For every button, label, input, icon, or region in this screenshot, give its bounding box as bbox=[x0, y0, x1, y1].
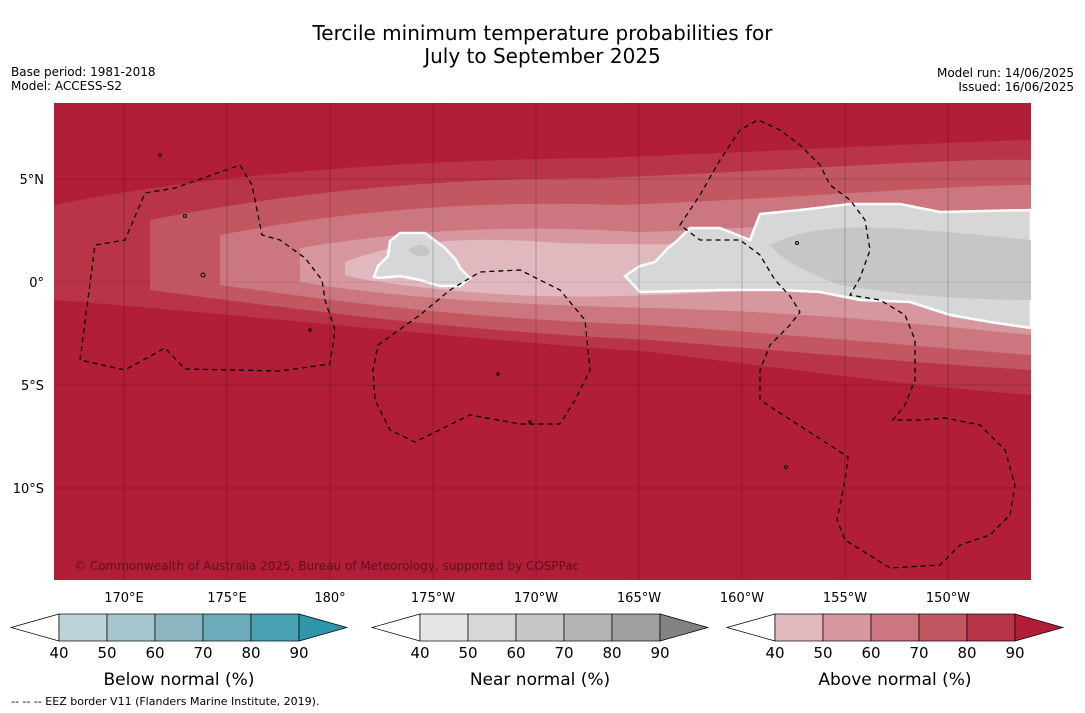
lon-tick: 170°W bbox=[514, 591, 558, 606]
colorbar-segment bbox=[250, 613, 300, 642]
graticule bbox=[54, 103, 1031, 580]
lon-axis: 170°E 175°E 180° 175°W 170°W 165°W 160°W… bbox=[104, 591, 970, 606]
eez-borders bbox=[79, 119, 1016, 569]
lon-tick: 155°W bbox=[823, 591, 867, 606]
colorbar-tick-label: 70 bbox=[909, 644, 928, 662]
colorbar-segment bbox=[515, 613, 565, 642]
lon-tick: 175°W bbox=[411, 591, 455, 606]
colorbar-tick-label: 70 bbox=[193, 644, 212, 662]
colorbar-tick-label: 90 bbox=[289, 644, 308, 662]
eez-cook-islands bbox=[679, 119, 1016, 569]
colorbar-segment bbox=[611, 613, 661, 642]
colorbar-segment bbox=[419, 613, 469, 642]
lon-tick: 160°W bbox=[720, 591, 764, 606]
near-normal-60 bbox=[770, 227, 1031, 300]
colorbar-tick-label: 60 bbox=[506, 644, 525, 662]
colorbar-extend-low bbox=[370, 613, 421, 642]
colorbar-segment bbox=[58, 613, 108, 642]
lon-tick: 165°W bbox=[617, 591, 661, 606]
colorbar-tick-label: 50 bbox=[813, 644, 832, 662]
colorbar-extend-low bbox=[725, 613, 776, 642]
near-normal-west bbox=[372, 231, 472, 288]
colorbar-segment bbox=[467, 613, 517, 642]
colorbar-extend-low bbox=[9, 613, 60, 642]
copyright-notice: © Commonwealth of Australia 2025, Bureau… bbox=[74, 559, 579, 573]
lon-tick: 170°E bbox=[104, 591, 144, 606]
colorbar-2: 40 50 60 70 80 90 Near normal (%) bbox=[370, 613, 710, 690]
base-period: Base period: 1981-2018 bbox=[11, 65, 156, 79]
colorbar-1: 40 50 60 70 80 90 Below normal (%) bbox=[9, 613, 349, 690]
colorbar-tick-label: 80 bbox=[241, 644, 260, 662]
colorbar-segment bbox=[202, 613, 252, 642]
colorbar-segment bbox=[154, 613, 204, 642]
model-name: Model: ACCESS-S2 bbox=[11, 79, 123, 93]
colorbar-segment bbox=[106, 613, 156, 642]
map-title: Tercile minimum temperature probabilitie… bbox=[0, 22, 1085, 68]
colorbar-legends: 40 50 60 70 80 90 Below normal (%) 40 50 60 70 80 90… bbox=[9, 613, 1065, 690]
meta-right: Model run: 14/06/2025 Issued: 16/06/2025 bbox=[937, 66, 1074, 94]
lat-tick-10s: 10°S bbox=[13, 482, 44, 497]
colorbar-tick-label: 40 bbox=[410, 644, 429, 662]
colorbar-tick-label: 60 bbox=[145, 644, 164, 662]
colorbar-segment bbox=[774, 613, 824, 642]
meta-left: Base period: 1981-2018 Model: ACCESS-S2 bbox=[11, 65, 156, 93]
islands bbox=[158, 153, 799, 469]
colorbar-tick-label: 50 bbox=[97, 644, 116, 662]
eez-tokelau bbox=[372, 269, 591, 443]
colorbar-segment bbox=[563, 613, 613, 642]
colorbar-segment bbox=[870, 613, 920, 642]
colorbar-tick-label: 80 bbox=[602, 644, 621, 662]
model-run: Model run: 14/06/2025 bbox=[936, 66, 1074, 80]
lon-tick: 180° bbox=[314, 591, 345, 606]
eez-footnote: -- -- -- EEZ border V11 (Flanders Marine… bbox=[11, 695, 320, 708]
colorbar-extend-high bbox=[1014, 613, 1065, 642]
lat-tick-5s: 5°S bbox=[21, 379, 44, 394]
lon-tick: 150°W bbox=[926, 591, 970, 606]
colorbar-title: Above normal (%) bbox=[818, 670, 971, 690]
colorbar-3: 40 50 60 70 80 90 Above normal (%) bbox=[725, 613, 1065, 690]
colorbar-title: Below normal (%) bbox=[104, 670, 255, 690]
colorbar-tick-label: 60 bbox=[861, 644, 880, 662]
colorbar-tick-label: 70 bbox=[554, 644, 573, 662]
colorbar-extend-high bbox=[659, 613, 710, 642]
near-normal-60-small bbox=[408, 244, 430, 257]
lon-tick: 175°E bbox=[207, 591, 247, 606]
colorbar-tick-label: 80 bbox=[957, 644, 976, 662]
colorbar-tick-label: 90 bbox=[650, 644, 669, 662]
colorbar-tick-label: 40 bbox=[765, 644, 784, 662]
lat-axis: 5°N 0° 5°S 10°S bbox=[13, 173, 44, 497]
colorbar-title: Near normal (%) bbox=[470, 670, 610, 690]
colorbar-segment bbox=[822, 613, 872, 642]
lat-tick-0: 0° bbox=[29, 276, 44, 291]
colorbar-segment bbox=[966, 613, 1016, 642]
title-line-2: July to September 2025 bbox=[424, 44, 661, 68]
colorbar-tick-label: 40 bbox=[49, 644, 68, 662]
title-line-1: Tercile minimum temperature probabilitie… bbox=[312, 21, 773, 45]
colorbar-tick-label: 50 bbox=[458, 644, 477, 662]
colorbar-tick-label: 90 bbox=[1005, 644, 1024, 662]
issued-date: Issued: 16/06/2025 bbox=[958, 80, 1074, 94]
lat-tick-5n: 5°N bbox=[20, 173, 45, 188]
colorbar-segment bbox=[918, 613, 968, 642]
map-plot-area: © Commonwealth of Australia 2025, Bureau… bbox=[54, 103, 1031, 580]
colorbar-extend-high bbox=[298, 613, 349, 642]
